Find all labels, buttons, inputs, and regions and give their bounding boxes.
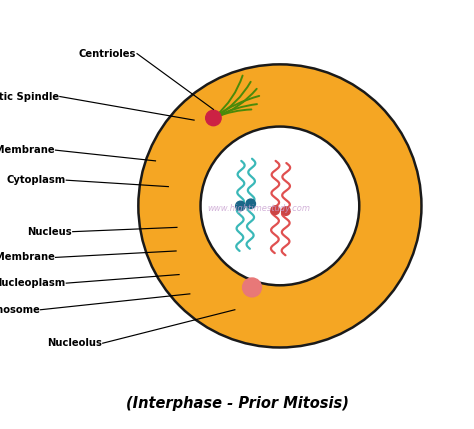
Text: Nucleoplasm: Nucleoplasm: [0, 278, 65, 288]
Circle shape: [243, 278, 262, 297]
Text: Nuclear Membrane: Nuclear Membrane: [0, 252, 55, 263]
Text: Centrioles: Centrioles: [79, 48, 136, 59]
Circle shape: [282, 207, 290, 215]
Text: Cell Membrane: Cell Membrane: [0, 145, 55, 155]
Text: Duplicated Chromosome: Duplicated Chromosome: [0, 305, 40, 315]
Text: Nucleolus: Nucleolus: [47, 338, 102, 348]
Text: Nucleus: Nucleus: [27, 227, 72, 237]
Text: Mitotic Spindle: Mitotic Spindle: [0, 91, 59, 102]
Circle shape: [138, 64, 421, 347]
Circle shape: [246, 199, 255, 208]
Text: Cytoplasm: Cytoplasm: [6, 175, 65, 185]
Text: (Interphase - Prior Mitosis): (Interphase - Prior Mitosis): [126, 396, 348, 411]
Circle shape: [271, 206, 280, 214]
Circle shape: [236, 201, 245, 211]
Circle shape: [206, 110, 221, 126]
Text: www.hightimestudy.com: www.hightimestudy.com: [207, 204, 310, 212]
Circle shape: [201, 127, 359, 285]
